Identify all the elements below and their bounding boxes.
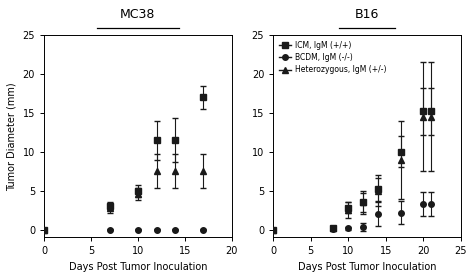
Text: B16: B16 — [355, 8, 379, 21]
Y-axis label: Tumor Diameter (mm): Tumor Diameter (mm) — [7, 82, 17, 191]
Text: MC38: MC38 — [120, 8, 155, 21]
X-axis label: Days Post Tumor Inoculation: Days Post Tumor Inoculation — [69, 262, 207, 272]
Legend: ICM, IgM (+/+), BCDM, IgM (-/-), Heterozygous, IgM (+/-): ICM, IgM (+/+), BCDM, IgM (-/-), Heteroz… — [277, 39, 388, 76]
X-axis label: Days Post Tumor Inoculation: Days Post Tumor Inoculation — [298, 262, 436, 272]
